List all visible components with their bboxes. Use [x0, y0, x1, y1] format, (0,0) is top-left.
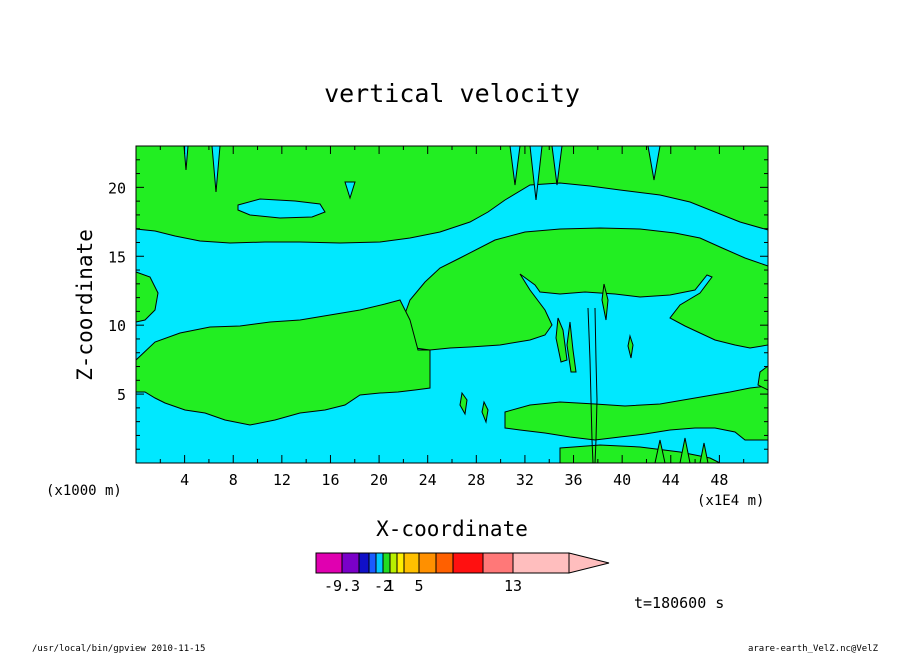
colorbar-swatch — [382, 552, 391, 574]
negative-velocity-holes — [183, 145, 661, 219]
colorbar-labels: -9.3 -21 5 13 — [324, 577, 522, 595]
left-green-region — [135, 299, 431, 426]
colorbar-swatch — [315, 552, 343, 574]
x-tick-label: 40 — [613, 471, 631, 489]
updraft-column — [587, 307, 598, 464]
y-tick-labels: 5 10 15 20 — [108, 179, 126, 404]
colorbar-swatch — [435, 552, 454, 574]
colorbar-swatch — [482, 552, 514, 574]
x-tick-label: 44 — [662, 471, 680, 489]
x-tick-labels: 4 8 12 16 20 24 28 32 36 40 44 48 — [180, 471, 728, 489]
upper-cyan-hole — [237, 198, 326, 219]
x-tick-label: 12 — [273, 471, 291, 489]
colorbar — [315, 552, 610, 574]
colorbar-swatch — [452, 552, 484, 574]
x-tick-label: 20 — [370, 471, 388, 489]
x-tick-label: 32 — [516, 471, 534, 489]
colorbar-swatch — [512, 552, 570, 574]
colorbar-swatch — [368, 552, 377, 574]
positive-velocity-regions — [135, 145, 769, 464]
footer-right: arare-earth_VelZ.nc@VelZ — [748, 644, 879, 654]
x-tick-label: 48 — [710, 471, 728, 489]
colorbar-swatch — [341, 552, 360, 574]
x-tick-label: 24 — [419, 471, 437, 489]
x-tick-label: 36 — [565, 471, 583, 489]
plot-area — [135, 145, 769, 464]
x-tick-label: 16 — [321, 471, 339, 489]
colorbar-label: -9.3 — [324, 577, 360, 595]
colorbar-label: 13 — [504, 577, 522, 595]
x-unit-left: (x1000 m) — [46, 483, 122, 499]
small-positive-cells — [459, 283, 634, 424]
colorbar-label: -2 — [374, 577, 392, 595]
lower-right-green-band — [504, 385, 769, 441]
x-tick-label: 28 — [467, 471, 485, 489]
x-tick-label: 4 — [180, 471, 189, 489]
colorbar-label: 1 — [385, 577, 394, 595]
y-tick-label: 20 — [108, 179, 126, 197]
x-axis-label: X-coordinate — [376, 517, 528, 541]
y-tick-label: 10 — [108, 317, 126, 335]
footer-left: /usr/local/bin/gpview 2010-11-15 — [32, 644, 205, 654]
colorbar-swatch — [389, 552, 398, 574]
mid-right-green-region — [401, 227, 769, 351]
colorbar-swatch — [358, 552, 370, 574]
colorbar-swatch — [418, 552, 437, 574]
upper-spikes — [183, 145, 661, 201]
y-axis-label: Z-coordinate — [73, 229, 97, 381]
colorbar-swatch — [375, 552, 384, 574]
x-unit-right: (x1E4 m) — [697, 493, 764, 509]
y-tick-label: 15 — [108, 248, 126, 266]
colorbar-swatch — [396, 552, 405, 574]
x-tick-label: 8 — [229, 471, 238, 489]
colorbar-arrow — [568, 552, 610, 574]
chart-title: vertical velocity — [324, 79, 580, 108]
colorbar-label: 5 — [414, 577, 423, 595]
axis-ticks — [136, 146, 768, 463]
upper-green-band — [135, 145, 769, 244]
time-label: t=180600 s — [634, 594, 724, 612]
y-tick-label: 5 — [117, 386, 126, 404]
colorbar-swatch — [403, 552, 420, 574]
